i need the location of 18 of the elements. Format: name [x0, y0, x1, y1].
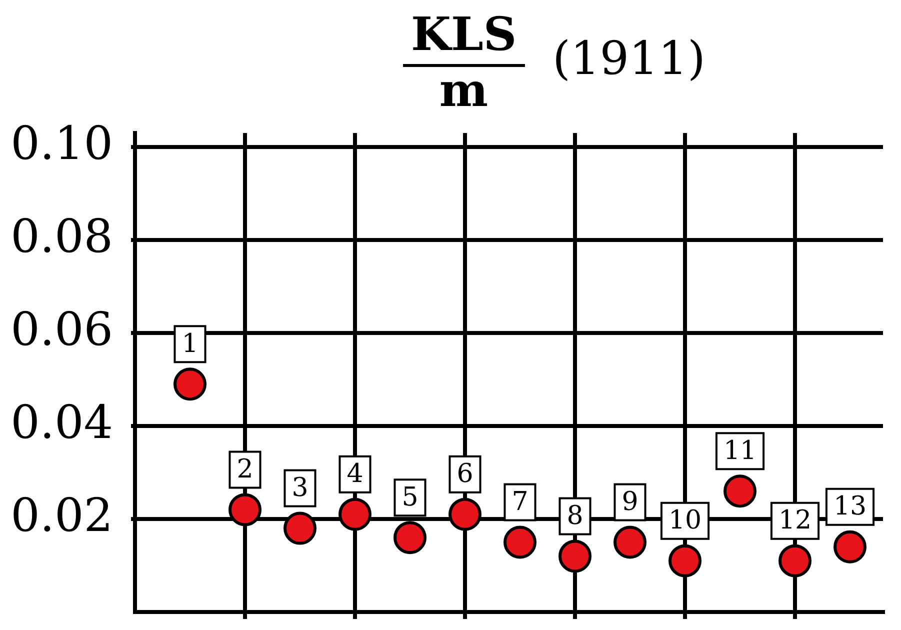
y-tick-label: 0.06 [10, 302, 113, 356]
x-tick-label: 4 [346, 459, 364, 490]
y-tick-label: 0.04 [10, 394, 113, 449]
x-tick-label: 13 [833, 492, 867, 522]
y-tick-label: 0.10 [10, 116, 113, 170]
x-tick-label: 3 [292, 473, 308, 504]
x-tick-label: 11 [723, 436, 757, 466]
x-tick-label: 6 [456, 459, 474, 490]
y-tick-label: 0.08 [10, 208, 113, 263]
x-tick-label: 2 [236, 454, 254, 484]
x-tick-label: 12 [778, 506, 812, 536]
x-tick-label: 9 [622, 486, 638, 517]
y-tick-label: 0.02 [10, 488, 113, 542]
x-tick-label: 8 [566, 500, 584, 531]
x-tick-label: 10 [668, 506, 702, 536]
x-tick-label: 7 [512, 486, 528, 517]
x-tick-label: 1 [182, 328, 198, 359]
x-tick-label: 5 [402, 482, 418, 512]
